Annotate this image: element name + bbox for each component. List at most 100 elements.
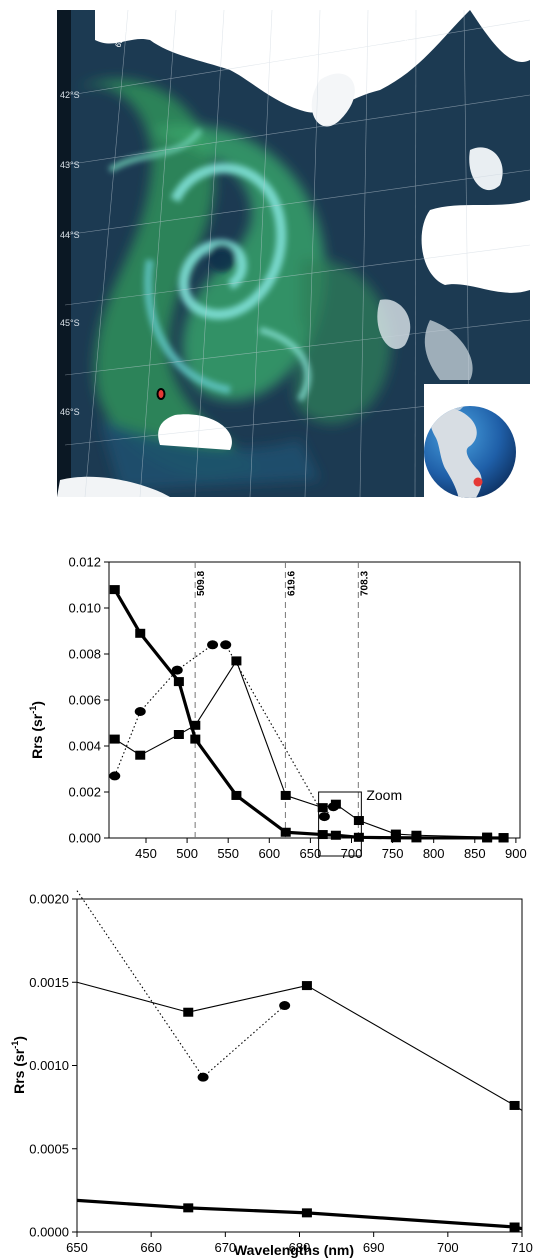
y-axis-label-close: )	[11, 1036, 27, 1041]
axis-ticks: 0.000 0.002 0.004 0.006 0.008 0.010 0.012 450 50…	[68, 555, 526, 862]
latitude-labels: 42°S 43°S 44°S 45°S 46°S	[60, 90, 80, 417]
y-tick-label: 0.012	[68, 555, 101, 570]
data-point	[173, 730, 184, 739]
x-tick-label: 670	[214, 1240, 236, 1255]
data-point	[411, 833, 422, 843]
cloud-cover	[57, 10, 530, 497]
x-tick-label: 690	[363, 1240, 385, 1255]
data-point	[317, 803, 328, 813]
data-point	[220, 640, 232, 650]
data-point	[109, 734, 120, 744]
y-axis-label-close: )	[29, 701, 45, 706]
chart-rrs-full-spectrum: 509.8 619.6 708.3 0.0000.0020.0040.0060.00…	[28, 555, 527, 862]
series-line	[76, 890, 286, 1078]
plot-frame	[108, 561, 521, 839]
lat-label: 43°S	[60, 160, 80, 170]
satellite-image: 42°S 43°S 44°S 45°S 46°S 63°W 62°W 61°W …	[57, 10, 530, 498]
axis-ticks: 0.0000 0.0005 0.0010 0.0015 0.0020 650 660 670 6…	[29, 892, 533, 1256]
data-point	[498, 833, 509, 843]
data-point	[509, 1222, 520, 1232]
series-line	[113, 588, 504, 840]
globe-inset	[424, 406, 516, 498]
data-point	[301, 981, 312, 991]
y-axis-label-sup: -1	[10, 1041, 20, 1049]
lat-label: 45°S	[60, 318, 80, 328]
x-tick-label: 650	[300, 846, 322, 861]
y-axis-label-sup: -1	[28, 706, 38, 714]
series-line	[114, 660, 504, 839]
bloom-eddy	[108, 128, 311, 402]
data-point	[482, 833, 493, 843]
y-tick-label: 0.004	[68, 739, 101, 754]
x-tick-label: 680	[289, 1240, 311, 1255]
data-point	[171, 665, 183, 675]
station-marker	[156, 388, 166, 400]
data-point	[231, 790, 242, 800]
data-point	[109, 771, 121, 781]
y-tick-label: 0.000	[68, 831, 101, 846]
study-location-dot	[473, 477, 483, 487]
data-point	[279, 1001, 291, 1011]
y-tick-label: 0.0005	[29, 1141, 69, 1156]
data-point	[197, 1072, 209, 1082]
lat-label: 44°S	[60, 230, 80, 240]
reference-line-label: 509.8	[196, 571, 207, 596]
reference-line-label: 619.6	[286, 571, 297, 596]
data-point	[330, 830, 341, 840]
data-point	[135, 628, 146, 638]
y-axis-label: Rrs (sr-1)	[28, 701, 45, 759]
data-point	[135, 750, 146, 760]
data-point	[207, 640, 219, 650]
data-point	[190, 734, 201, 744]
x-tick-label: 750	[382, 846, 404, 861]
lat-label: 42°S	[60, 90, 80, 100]
y-tick-label: 0.006	[68, 693, 101, 708]
data-point	[330, 799, 341, 809]
x-tick-label: 710	[511, 1240, 533, 1255]
data-point	[317, 830, 328, 840]
y-tick-label: 0.0020	[29, 892, 69, 907]
y-tick-label: 0.0010	[29, 1058, 69, 1073]
zoom-annotation: Zoom	[366, 787, 402, 803]
x-tick-label: 600	[258, 846, 280, 861]
reference-line-label: 708.3	[359, 571, 370, 596]
y-axis-label-text: Rrs (sr	[11, 1048, 27, 1094]
x-tick-label: 900	[505, 846, 527, 861]
data-point	[183, 1007, 194, 1017]
series-line	[76, 981, 523, 1111]
y-axis-label-text: Rrs (sr	[29, 713, 45, 759]
data-series	[109, 585, 509, 843]
data-point	[173, 677, 184, 687]
data-point	[390, 833, 401, 843]
plot-frame	[76, 898, 523, 1233]
chart-rrs-zoom: 0.0000 0.0005 0.0010 0.0015 0.0020 650 660 670 6…	[10, 890, 533, 1258]
data-point	[301, 1208, 312, 1218]
lat-label: 46°S	[60, 407, 80, 417]
series-line	[114, 644, 334, 818]
x-tick-label: 700	[437, 1240, 459, 1255]
data-point	[231, 656, 242, 666]
y-tick-label: 0.010	[68, 601, 101, 616]
data-point	[280, 827, 291, 837]
data-point	[353, 816, 364, 826]
data-point	[190, 720, 201, 730]
data-series	[76, 890, 523, 1232]
x-tick-label: 850	[464, 846, 486, 861]
y-tick-label: 0.008	[68, 647, 101, 662]
y-axis-label: Rrs (sr-1)	[10, 1036, 27, 1094]
y-tick-label: 0.0015	[29, 975, 69, 990]
x-tick-label: 500	[176, 846, 198, 861]
x-tick-label: 550	[217, 846, 239, 861]
y-tick-label: 0.0000	[29, 1225, 69, 1240]
data-point	[134, 707, 146, 716]
series-line	[76, 1198, 523, 1231]
data-point	[509, 1100, 520, 1110]
x-tick-label: 660	[140, 1240, 162, 1255]
data-point	[280, 790, 291, 800]
x-axis-label: Wavelengths (nm)	[234, 1242, 354, 1258]
x-tick-label: 450	[135, 846, 157, 861]
data-point	[109, 585, 120, 595]
data-point	[353, 832, 364, 842]
x-tick-label: 650	[66, 1240, 88, 1255]
